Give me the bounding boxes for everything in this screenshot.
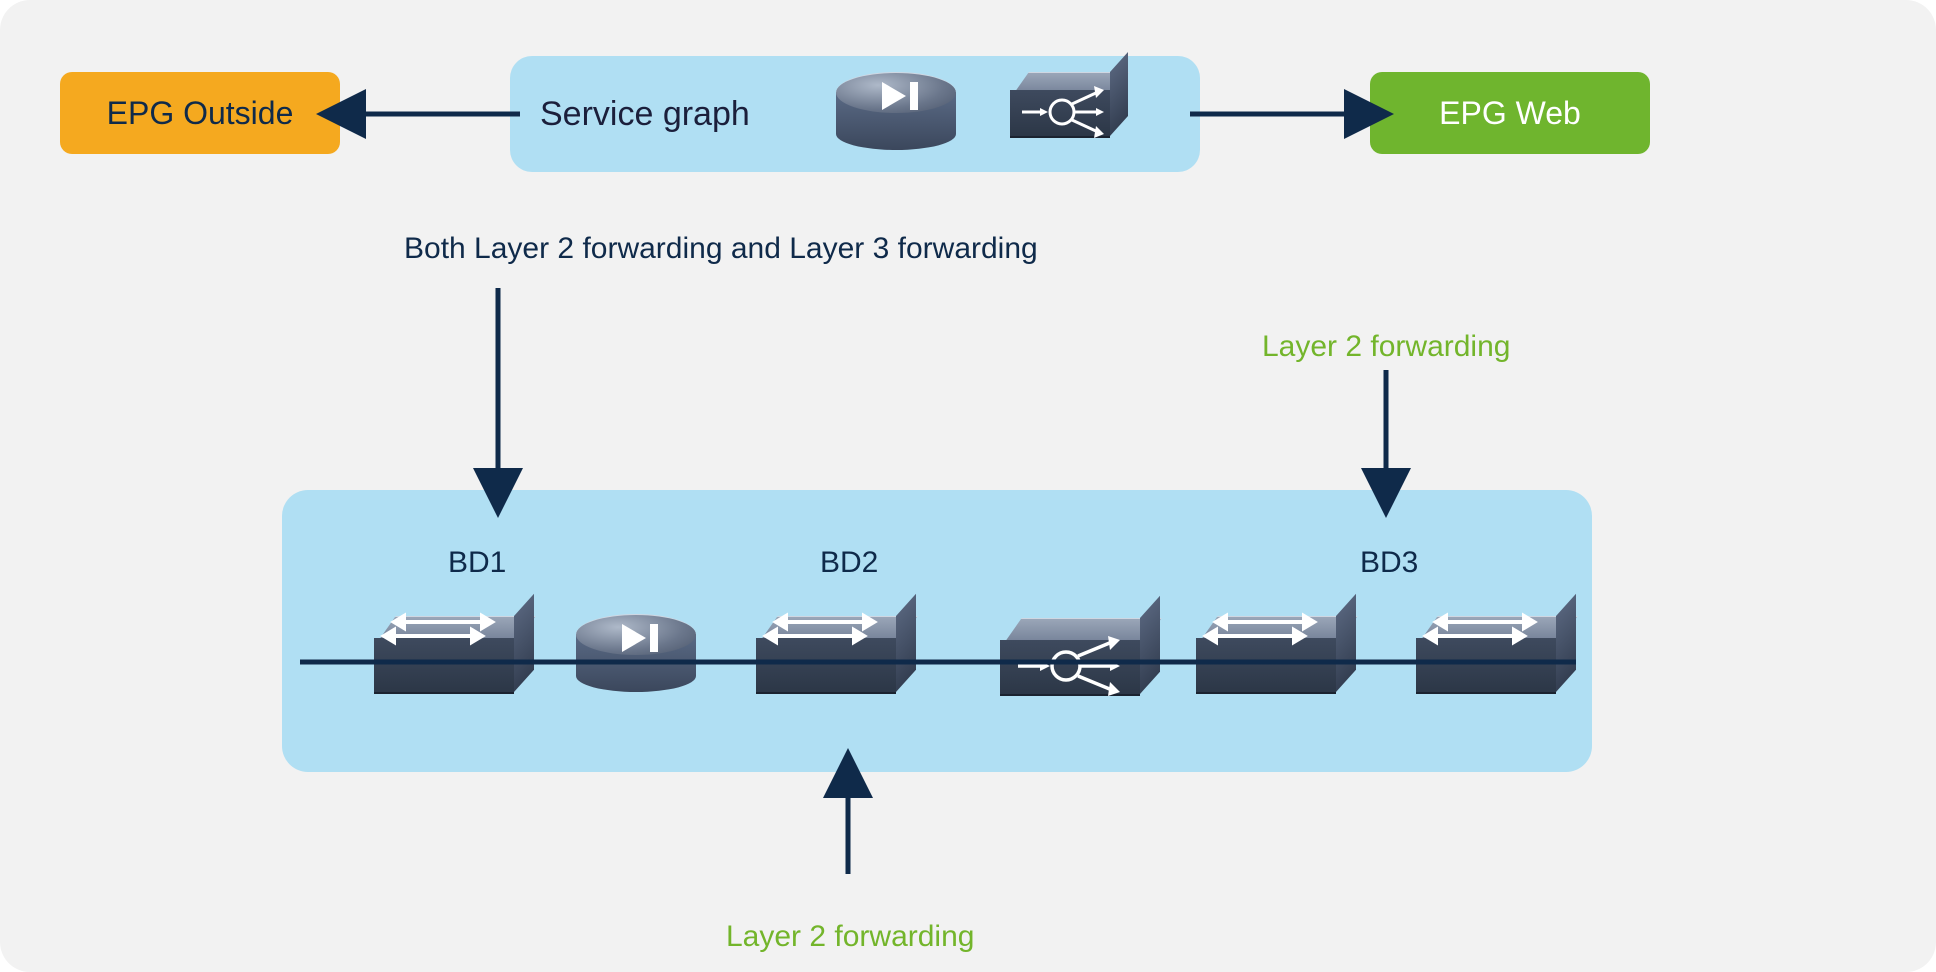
epg-web-box: EPG Web: [1370, 72, 1650, 154]
label-l2-top: Layer 2 forwarding: [1262, 330, 1510, 364]
switch-bd2-icon: [756, 610, 916, 692]
epg-web-label: EPG Web: [1439, 95, 1581, 132]
firewall-puck-icon: [836, 62, 956, 162]
switch-bd3a-icon: [1196, 610, 1356, 692]
switch-bd3b-icon: [1416, 610, 1576, 692]
load-balancer-icon: [1010, 66, 1130, 138]
epg-outside-box: EPG Outside: [60, 72, 340, 154]
label-l2-bottom: Layer 2 forwarding: [726, 920, 974, 954]
diagram-canvas: EPG Outside Service graph: [0, 0, 1936, 972]
firewall-bd-icon: [576, 604, 696, 704]
load-balancer-bd-icon: [1000, 612, 1160, 694]
bd1-label: BD1: [448, 546, 506, 580]
switch-bd1-icon: [374, 610, 534, 692]
service-graph-label: Service graph: [540, 95, 750, 134]
bd2-label: BD2: [820, 546, 878, 580]
bd3-label: BD3: [1360, 546, 1418, 580]
epg-outside-label: EPG Outside: [107, 95, 294, 132]
label-both-layers: Both Layer 2 forwarding and Layer 3 forw…: [404, 232, 1038, 266]
